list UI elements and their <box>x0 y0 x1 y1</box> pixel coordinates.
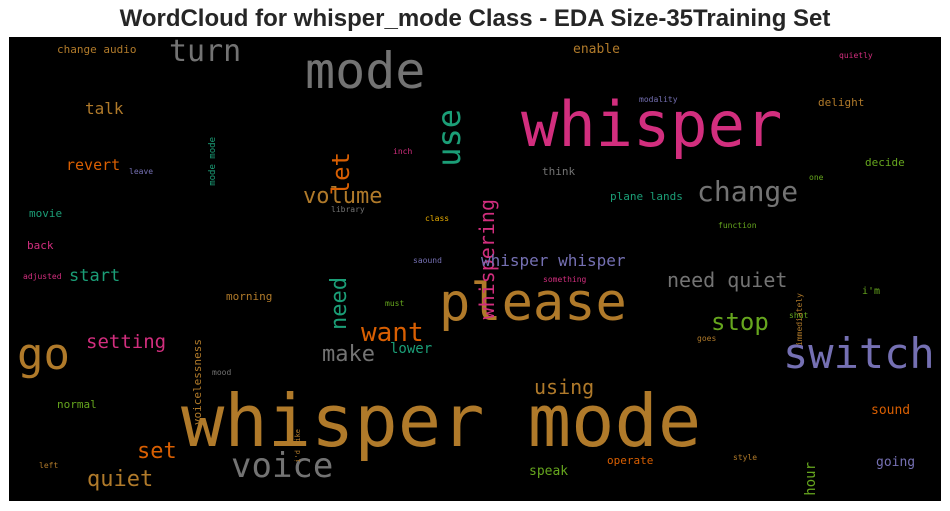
word-37: think <box>542 165 576 178</box>
word-62: i'd like <box>294 429 302 463</box>
word-19: using <box>534 375 595 399</box>
word-42: back <box>27 239 54 252</box>
word-3: please <box>439 273 627 333</box>
chart-title: WordCloud for whisper_mode Class - EDA S… <box>119 5 831 32</box>
word-13: volume <box>303 184 383 209</box>
word-45: i'm <box>862 286 881 297</box>
word-34: change audio <box>57 43 137 56</box>
word-28: speak <box>529 464 569 479</box>
word-64: style <box>733 453 758 462</box>
word-46: quietly <box>839 51 873 60</box>
word-33: plane lands <box>610 190 683 203</box>
word-7: voice <box>231 446 334 486</box>
word-16: stop <box>711 308 769 336</box>
word-58: must <box>385 299 405 308</box>
word-43: normal <box>57 398 97 411</box>
word-26: revert <box>66 156 121 174</box>
word-55: adjusted <box>23 272 62 281</box>
word-18: need quiet <box>667 268 788 292</box>
word-38: morning <box>226 290 273 303</box>
word-21: set <box>137 439 177 464</box>
word-47: modality <box>639 95 678 104</box>
word-60: goes <box>697 334 717 343</box>
word-15: need <box>327 277 352 330</box>
word-9: use <box>430 109 468 167</box>
word-48: inch <box>393 147 413 156</box>
word-56: saound <box>413 256 442 265</box>
word-50: one <box>809 173 824 182</box>
wordcloud-canvas: whisper mode whisper please mode switch go voi… <box>9 37 941 501</box>
word-31: going <box>876 455 916 470</box>
word-14: let <box>327 152 355 196</box>
word-36: decide <box>865 156 905 169</box>
word-61: mood <box>212 368 232 377</box>
word-57: something <box>543 275 587 284</box>
word-17: make <box>322 342 375 367</box>
word-44: operate <box>607 454 654 467</box>
word-35: delight <box>818 96 865 109</box>
word-8: turn <box>169 37 242 69</box>
word-5: switch <box>783 329 935 378</box>
word-63: left <box>39 461 59 470</box>
word-30: sound <box>871 403 911 418</box>
word-39: voicelessness <box>191 339 204 426</box>
word-32: enable <box>573 42 620 57</box>
word-29: hour <box>803 462 819 496</box>
word-25: talk <box>85 99 124 118</box>
word-12: want <box>361 318 424 348</box>
word-11: change <box>697 175 799 208</box>
word-22: whisper whisper <box>481 251 626 270</box>
word-27: lower <box>390 341 433 357</box>
word-51: library <box>331 205 365 214</box>
word-2: whisper <box>521 88 783 161</box>
word-6: go <box>17 329 70 380</box>
word-49: leave <box>129 167 154 176</box>
word-20: quiet <box>87 467 154 492</box>
word-40: mode mode <box>208 137 218 186</box>
word-23: setting <box>86 331 167 353</box>
word-59: shut <box>789 311 809 320</box>
word-52: class <box>425 214 450 223</box>
word-1: whisper mode <box>181 379 702 463</box>
word-41: movie <box>29 207 63 220</box>
word-4: mode <box>305 42 426 100</box>
word-53: function <box>718 221 757 230</box>
word-24: start <box>69 266 121 286</box>
